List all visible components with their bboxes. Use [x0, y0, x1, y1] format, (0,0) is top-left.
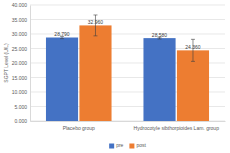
x-axis: Placebo group Hydrocotyle sibthorpioides …	[31, 121, 226, 131]
error-bar-stem	[192, 39, 193, 61]
legend-label: pre	[116, 142, 123, 148]
y-tick-label: 10.000	[12, 89, 28, 95]
y-tick-label: 0.000	[14, 118, 27, 124]
grid-line	[30, 5, 225, 6]
legend: pre post	[109, 142, 146, 148]
data-label: 28.790	[54, 31, 70, 37]
y-tick: 35.000	[12, 17, 30, 23]
bar	[79, 25, 111, 121]
y-axis-line	[30, 6, 31, 122]
y-tick-label: 40.000	[12, 2, 28, 8]
y-axis-title: SGPT Level (U/L)	[3, 43, 9, 83]
legend-swatch	[129, 144, 134, 149]
y-tick: 25.000	[12, 46, 30, 52]
data-label: 28.580	[152, 32, 168, 38]
x-axis-line	[31, 121, 226, 122]
y-tick-label: 5.000	[14, 104, 27, 110]
error-bar-cap	[191, 61, 195, 62]
legend-swatch	[109, 144, 114, 149]
grid-line	[30, 19, 225, 20]
error-bar-cap	[93, 35, 97, 36]
y-tick: 40.000	[12, 2, 30, 8]
y-tick: 0.000	[14, 118, 30, 124]
chart: 0.000 5.000 10.000 15.000 20.000 25.000 30.000…	[0, 0, 230, 153]
y-tick: 10.000	[12, 89, 30, 95]
data-label: 24.360	[185, 44, 201, 50]
y-tick-label: 30.000	[12, 31, 28, 37]
y-tick: 30.000	[12, 31, 30, 37]
legend-label: post	[136, 142, 146, 148]
x-tick-label: Placebo group	[63, 125, 95, 131]
bar	[46, 38, 78, 121]
x-tick: Hydrocotyle sibthorpioides Lam. group	[134, 121, 220, 131]
error-bar-cap	[191, 39, 195, 40]
error-bar-cap	[93, 14, 97, 15]
x-tick: Placebo group	[63, 121, 95, 131]
error-bar	[191, 39, 195, 61]
y-tick-label: 25.000	[12, 46, 28, 52]
y-tick: 15.000	[12, 75, 30, 81]
error-bar-cap	[158, 38, 162, 39]
error-bar-cap	[60, 38, 64, 39]
legend-item: pre	[109, 142, 123, 148]
y-tick-label: 35.000	[12, 17, 28, 23]
grid	[30, 5, 225, 121]
bars	[46, 15, 209, 121]
y-tick: 20.000	[12, 60, 30, 66]
x-tick-label: Hydrocotyle sibthorpioides Lam. group	[134, 125, 220, 131]
data-labels: 28.790 28.580 32.960 24.360	[54, 19, 200, 50]
y-tick-label: 20.000	[12, 60, 28, 66]
data-label: 32.960	[88, 19, 104, 25]
legend-item: post	[129, 142, 146, 148]
plot: 0.000 5.000 10.000 15.000 20.000 25.000 30.000…	[12, 2, 226, 130]
y-tick: 5.000	[14, 104, 30, 110]
y-tick-label: 15.000	[12, 75, 28, 81]
bar	[143, 38, 175, 121]
y-axis: 0.000 5.000 10.000 15.000 20.000 25.000 30.000…	[12, 2, 31, 124]
